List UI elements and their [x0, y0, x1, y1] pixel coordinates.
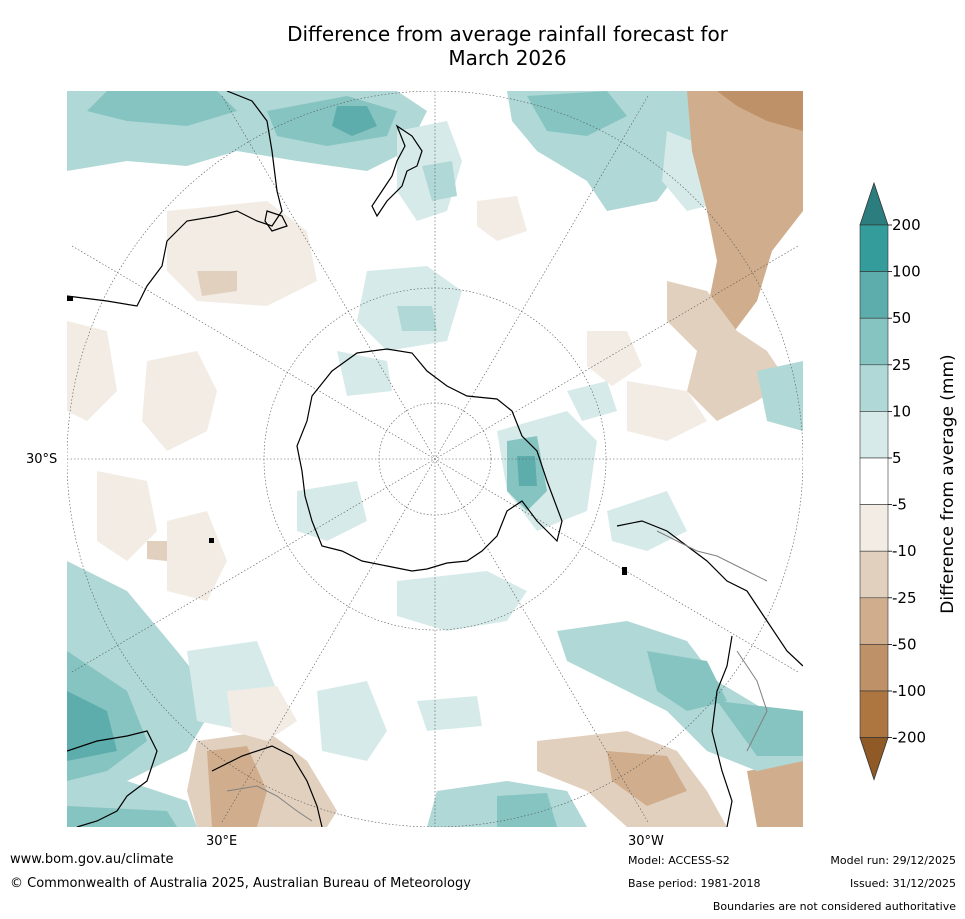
- dry-region: [167, 511, 227, 601]
- colorbar-extend-top: [859, 181, 889, 226]
- dry-region: [687, 91, 803, 341]
- dry-region: [627, 381, 707, 441]
- wet-region: [717, 701, 803, 756]
- africa-coastline: [67, 730, 158, 827]
- footer-issued: Issued: 31/12/2025: [849, 877, 956, 890]
- colorbar-extend-bottom: [859, 737, 889, 781]
- dry-region: [717, 91, 803, 131]
- wet-region: [317, 681, 387, 761]
- map-title-line1: Difference from average rainfall forecas…: [287, 22, 728, 46]
- south-america-east-coastline: [711, 635, 733, 827]
- footer-base-period: Base period: 1981-2018: [628, 877, 761, 890]
- wet-region: [397, 306, 437, 331]
- dry-region: [587, 331, 642, 386]
- dry-region: [147, 541, 167, 561]
- colorbar-title: Difference from average (mm): [938, 354, 958, 614]
- country-border: [656, 530, 768, 752]
- australia-coastline: [67, 91, 283, 307]
- footer-model-run: Model run: 29/12/2025: [830, 854, 956, 867]
- tasmania-coastline: [264, 210, 288, 232]
- rainfall-anomaly-map[interactable]: [67, 91, 803, 827]
- footer-copyright: © Commonwealth of Australia 2025, Austra…: [10, 876, 471, 891]
- lat-label-30s: 30°S: [26, 452, 58, 467]
- colorbar-tick-label: -25: [892, 589, 917, 607]
- colorbar-tick-label: 100: [892, 263, 921, 281]
- country-border: [226, 785, 313, 822]
- colorbar-tick-label: -10: [892, 542, 917, 560]
- dry-region: [67, 321, 117, 421]
- wet-region: [422, 161, 457, 201]
- footer-model: Model: ACCESS-S2: [628, 854, 730, 867]
- africa-coastline-east: [211, 745, 323, 827]
- dry-region: [607, 751, 687, 806]
- wet-region: [647, 651, 727, 711]
- colorbar-segment: [859, 504, 889, 552]
- dry-region: [227, 686, 297, 741]
- colorbar-segment: [859, 550, 889, 599]
- colorbar-segment: [859, 224, 889, 272]
- new-zealand-coastline: [371, 124, 423, 218]
- island: [209, 538, 214, 543]
- colorbar-segment: [859, 457, 889, 505]
- footer-url[interactable]: www.bom.gov.au/climate: [10, 852, 174, 867]
- island: [622, 567, 627, 575]
- wet-region: [332, 106, 377, 136]
- wet-region: [517, 456, 537, 486]
- wet-region: [567, 381, 617, 421]
- dry-region: [142, 351, 217, 451]
- colorbar: 200 100 50 25 10 5 -5 -10 -25 -50 -100 -200: [859, 181, 926, 781]
- wet-region: [417, 696, 482, 731]
- map-title: Difference from average rainfall forecas…: [0, 22, 965, 70]
- wet-region: [87, 91, 237, 126]
- dry-region: [667, 281, 787, 421]
- colorbar-segment: [859, 317, 889, 366]
- colorbar-tick-label: -50: [892, 635, 917, 653]
- island: [67, 296, 73, 301]
- colorbar-segment: [859, 364, 889, 412]
- lon-label-30w: 30°W: [628, 834, 664, 849]
- wet-region: [67, 691, 117, 761]
- colorbar-segment: [859, 271, 889, 319]
- dry-region: [747, 761, 803, 827]
- dry-region: [97, 471, 157, 561]
- wet-region: [757, 361, 803, 431]
- colorbar-tick-label: 25: [892, 356, 911, 374]
- colorbar-segment: [859, 644, 889, 692]
- dry-region: [477, 196, 527, 241]
- graticule: [67, 91, 803, 827]
- wet-region: [397, 571, 527, 631]
- footer-disclaimer: Boundaries are not considered authoritat…: [712, 900, 956, 913]
- colorbar-tick-label: 10: [892, 402, 911, 420]
- wet-region: [497, 793, 557, 827]
- colorbar-tick-label: -100: [892, 682, 926, 700]
- wet-region: [527, 91, 627, 136]
- dry-region: [197, 271, 237, 296]
- colorbar-tick-label: 5: [892, 449, 902, 467]
- colorbar-tick-label: 50: [892, 309, 911, 327]
- colorbar-tick-label: -200: [892, 729, 926, 747]
- map-title-line2: March 2026: [448, 46, 567, 70]
- anomaly-layer: [67, 91, 803, 827]
- colorbar-tick-label: 200: [892, 216, 921, 234]
- colorbar-segment: [859, 411, 889, 459]
- antarctica-coastline: [296, 348, 563, 572]
- colorbar-segment: [859, 597, 889, 645]
- colorbar-segment: [859, 690, 889, 738]
- lon-label-30e: 30°E: [206, 834, 238, 849]
- south-america-coastline: [616, 520, 803, 667]
- colorbar-tick-label: -5: [892, 496, 907, 514]
